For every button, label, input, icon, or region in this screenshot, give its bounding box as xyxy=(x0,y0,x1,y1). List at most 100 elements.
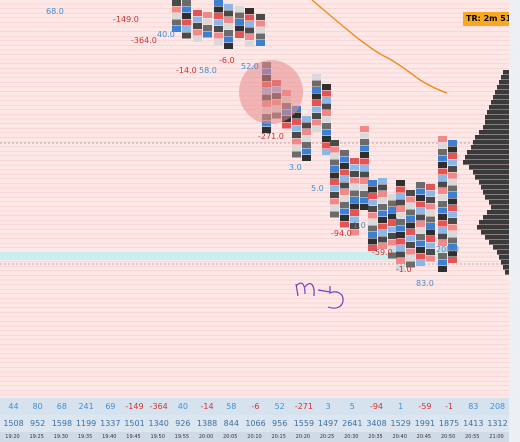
footprint-cell xyxy=(322,103,331,110)
delta-cell: 44 xyxy=(8,402,19,411)
footprint-cell xyxy=(340,163,349,169)
footprint-cell xyxy=(312,80,321,87)
footprint-cell xyxy=(388,213,397,220)
footprint-cell xyxy=(340,150,349,156)
footprint-cell xyxy=(438,168,447,175)
footprint-cell xyxy=(388,200,397,207)
footprint-cell xyxy=(426,223,435,229)
delta-cell: 40 xyxy=(177,402,188,411)
footprint-cell xyxy=(416,195,425,201)
footprint-cell xyxy=(438,142,447,149)
delta-cell: 68 xyxy=(56,402,67,411)
footprint-cell xyxy=(330,159,339,166)
volume-cell: 1337 xyxy=(100,419,121,428)
profile-bar xyxy=(493,95,509,100)
footprint-cell xyxy=(245,21,254,27)
time-tick-label: 20:55 xyxy=(465,434,480,440)
footprint-cell xyxy=(312,113,321,119)
footprint-cell xyxy=(350,216,359,223)
footprint-cell xyxy=(224,17,233,23)
profile-bar xyxy=(505,270,509,275)
footprint-cell xyxy=(330,172,339,179)
footprint-cell xyxy=(214,0,223,6)
delta-annotation-positive: 83.0 xyxy=(416,279,434,288)
profile-bar xyxy=(471,145,509,150)
footprint-cell xyxy=(312,100,321,106)
profile-bar xyxy=(491,100,509,105)
footprint-cell xyxy=(214,19,223,26)
footprint-cell xyxy=(416,253,425,260)
volume-cell: 1497 xyxy=(317,419,339,428)
time-tick-label: 20:05 xyxy=(223,434,238,440)
footprint-cell xyxy=(350,171,359,177)
footprint-cell xyxy=(438,253,447,259)
delta-cell: -1 xyxy=(445,402,454,411)
footprint-cell xyxy=(388,246,397,252)
profile-bar xyxy=(469,165,509,170)
footprint-cell xyxy=(448,237,457,244)
delta-annotation-negative: -14.0 xyxy=(176,66,197,75)
footprint-cell xyxy=(448,198,457,205)
price-axis[interactable] xyxy=(509,0,520,442)
footprint-cell xyxy=(292,151,301,158)
footprint-cell xyxy=(360,132,369,139)
footprint-cell xyxy=(416,260,425,266)
delta-annotation-negative: -1.0 xyxy=(396,265,412,274)
footprint-cell xyxy=(245,40,254,47)
volume-cell: 1413 xyxy=(463,419,484,428)
footprint-cell xyxy=(330,140,339,146)
footprint-cell xyxy=(224,36,233,43)
footprint-cell xyxy=(214,39,223,45)
delta-annotation-negative: -6.0 xyxy=(219,56,235,65)
footprint-cell xyxy=(438,162,447,168)
footprint-cell xyxy=(388,239,397,246)
footprint-cell xyxy=(360,158,369,165)
footprint-cell xyxy=(426,210,435,216)
delta-cell: 83 xyxy=(468,402,479,411)
footprint-chart[interactable] xyxy=(0,0,520,400)
footprint-cell xyxy=(416,221,425,227)
footprint-cell xyxy=(292,132,301,138)
footprint-cell xyxy=(322,110,331,116)
footprint-cell xyxy=(322,123,331,129)
footprint-cell xyxy=(406,196,415,203)
footprint-cell xyxy=(172,26,181,32)
footprint-cell xyxy=(406,222,415,229)
footprint-cell xyxy=(396,258,405,264)
footprint-cell xyxy=(416,182,425,188)
footprint-cell xyxy=(406,255,415,261)
profile-bar xyxy=(483,190,509,195)
footprint-cell xyxy=(330,198,339,205)
footprint-cell xyxy=(292,119,301,125)
footprint-cell xyxy=(438,240,447,246)
footprint-cell xyxy=(448,153,457,159)
footprint-cell xyxy=(312,74,321,80)
time-tick-label: 20:35 xyxy=(368,434,383,440)
footprint-cell xyxy=(448,244,457,250)
footprint-cell xyxy=(312,126,321,132)
footprint-cell xyxy=(256,33,265,40)
profile-bar xyxy=(485,115,509,120)
footprint-cell xyxy=(378,178,387,184)
footprint-cell xyxy=(214,6,223,13)
footprint-cell xyxy=(330,146,339,153)
footprint-cell xyxy=(302,155,311,161)
footprint-cell xyxy=(302,129,311,135)
time-tick-label: 20:45 xyxy=(416,434,432,440)
time-tick-label: 19:40 xyxy=(102,434,117,440)
footprint-cell xyxy=(350,158,359,164)
delta-annotation-positive: 3.0 xyxy=(289,163,302,172)
profile-bar xyxy=(485,120,509,125)
footprint-cell xyxy=(330,153,339,159)
footprint-cell xyxy=(448,257,457,263)
footprint-cell xyxy=(438,149,447,155)
footprint-cell xyxy=(438,188,447,194)
delta-row: 44 80 68 241 69 -149 -364 40 -14 58 -6 52 -271 3 5 -94 1… xyxy=(0,398,509,415)
footprint-cell xyxy=(416,234,425,240)
delta-annotation-negative: -271.0 xyxy=(258,132,284,141)
footprint-cell xyxy=(322,129,331,136)
footprint-cell xyxy=(340,202,349,208)
profile-bar xyxy=(479,220,509,225)
footprint-cell xyxy=(203,18,212,25)
footprint-cell xyxy=(438,207,447,214)
